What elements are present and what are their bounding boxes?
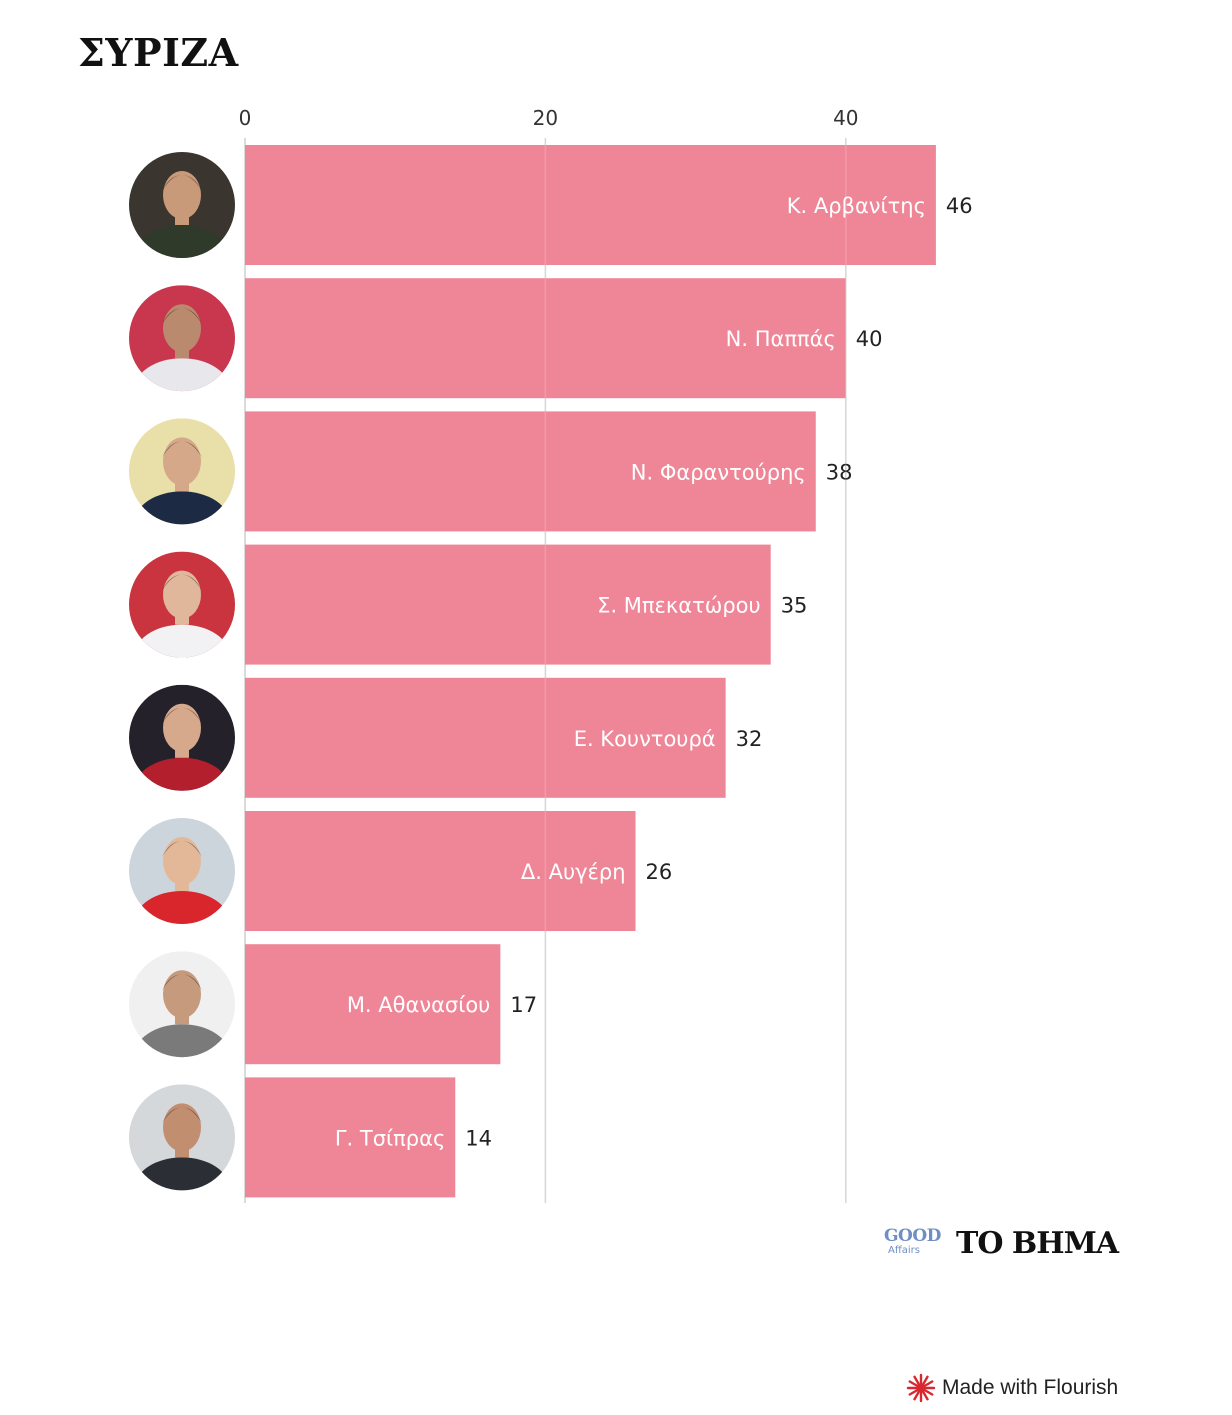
bar-value-label: 40 — [856, 327, 883, 351]
bar-category-label: Ν. Φαραντούρης — [631, 460, 806, 484]
bar-category-label: Γ. Τσίπρας — [335, 1126, 445, 1150]
x-tick-label: 40 — [833, 106, 858, 130]
bar-category-label: Σ. Μπεκατώρου — [597, 594, 761, 618]
avatar-photo — [129, 152, 235, 258]
flourish-logo-icon — [906, 1373, 936, 1403]
bar-category-label: Μ. Αθανασίου — [347, 993, 491, 1017]
bar[interactable] — [245, 278, 846, 399]
bar[interactable] — [245, 411, 816, 532]
avatar-photo — [129, 418, 235, 525]
x-tick-label: 0 — [239, 106, 252, 130]
chart-title: ΣΥΡΙΖΑ — [78, 30, 239, 75]
bar-category-label: Ε. Κουντουρά — [574, 727, 716, 751]
bar[interactable] — [245, 544, 771, 665]
bar-value-label: 32 — [736, 727, 763, 751]
bar[interactable] — [245, 1077, 456, 1198]
avatar-photo — [129, 1084, 235, 1191]
bar[interactable] — [245, 944, 501, 1065]
bar-value-label: 38 — [826, 460, 853, 484]
flourish-label: Made with Flourish — [942, 1376, 1119, 1399]
bar-value-label: 46 — [946, 194, 973, 218]
avatar-photo — [129, 951, 235, 1058]
affairs-logo-text: Affairs — [888, 1245, 920, 1256]
bar-category-label: Δ. Αυγέρη — [521, 860, 626, 884]
bar-value-label: 26 — [646, 860, 673, 884]
bar-value-label: 17 — [510, 993, 537, 1017]
made-with-flourish-link[interactable]: Made with Flourish — [906, 1373, 1118, 1403]
avatar-photo — [129, 551, 235, 658]
bar[interactable] — [245, 145, 936, 265]
bar[interactable] — [245, 811, 636, 931]
x-tick-label: 20 — [533, 106, 558, 130]
avatar-photo — [129, 818, 235, 924]
bar-category-label: Κ. Αρβανίτης — [787, 194, 926, 218]
avatar-photo — [129, 285, 235, 392]
bar-value-label: 35 — [781, 594, 808, 618]
bar-value-label: 14 — [465, 1126, 492, 1150]
good-logo-text: GOOD — [884, 1226, 941, 1246]
bar[interactable] — [245, 677, 726, 798]
bar-category-label: Ν. Παππάς — [726, 327, 836, 351]
avatar-photo — [129, 684, 235, 791]
to-vima-logo: ΤΟ ΒΗΜΑ — [956, 1226, 1119, 1261]
